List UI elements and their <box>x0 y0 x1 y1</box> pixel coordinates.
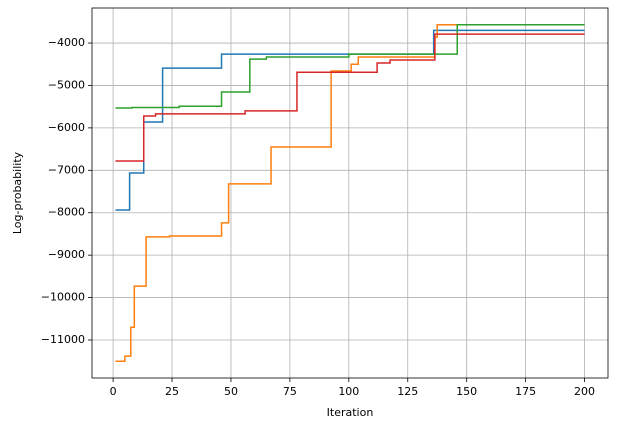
series-line <box>115 24 585 109</box>
y-tick-label: −11000 <box>41 333 85 346</box>
x-tick-label: 50 <box>224 385 238 398</box>
y-tick-label: −4000 <box>48 36 85 49</box>
x-tick-label: 0 <box>110 385 117 398</box>
x-tick-label: 100 <box>338 385 359 398</box>
y-tick-label: −9000 <box>48 248 85 261</box>
y-tick-label: −5000 <box>48 78 85 91</box>
x-tick-label: 150 <box>456 385 477 398</box>
series-line <box>115 33 585 162</box>
x-tick-label: 125 <box>397 385 418 398</box>
y-tick-label: −6000 <box>48 121 85 134</box>
x-tick-label: 75 <box>283 385 297 398</box>
y-tick-label: −10000 <box>41 291 85 304</box>
x-tick-label: 25 <box>165 385 179 398</box>
series-line <box>115 24 585 362</box>
x-tick-label: 175 <box>515 385 536 398</box>
x-axis-label: Iteration <box>327 406 374 419</box>
series-line <box>115 29 585 211</box>
x-tick-label: 200 <box>574 385 595 398</box>
y-tick-label: −8000 <box>48 206 85 219</box>
y-tick-label: −7000 <box>48 163 85 176</box>
plot-frame <box>91 7 609 379</box>
y-axis-label: Log-probability <box>11 151 24 234</box>
